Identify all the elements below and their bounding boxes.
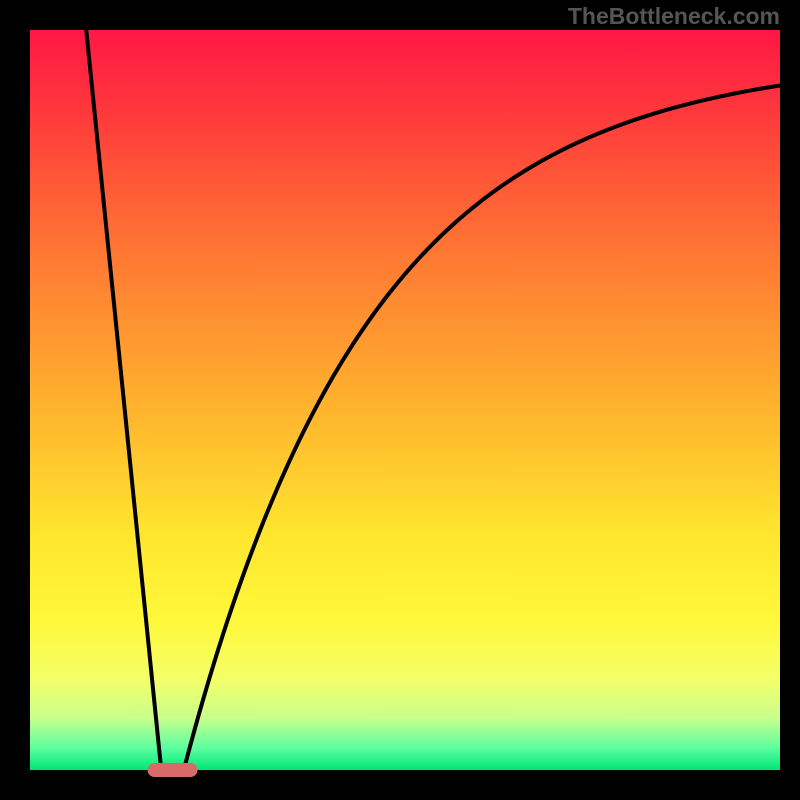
frame-right	[780, 0, 800, 800]
watermark-text: TheBottleneck.com	[568, 3, 780, 30]
optimum-marker	[148, 763, 198, 777]
bottleneck-chart	[0, 0, 800, 800]
frame-bottom	[0, 770, 800, 800]
gradient-background	[30, 30, 780, 770]
frame-left	[0, 0, 30, 800]
